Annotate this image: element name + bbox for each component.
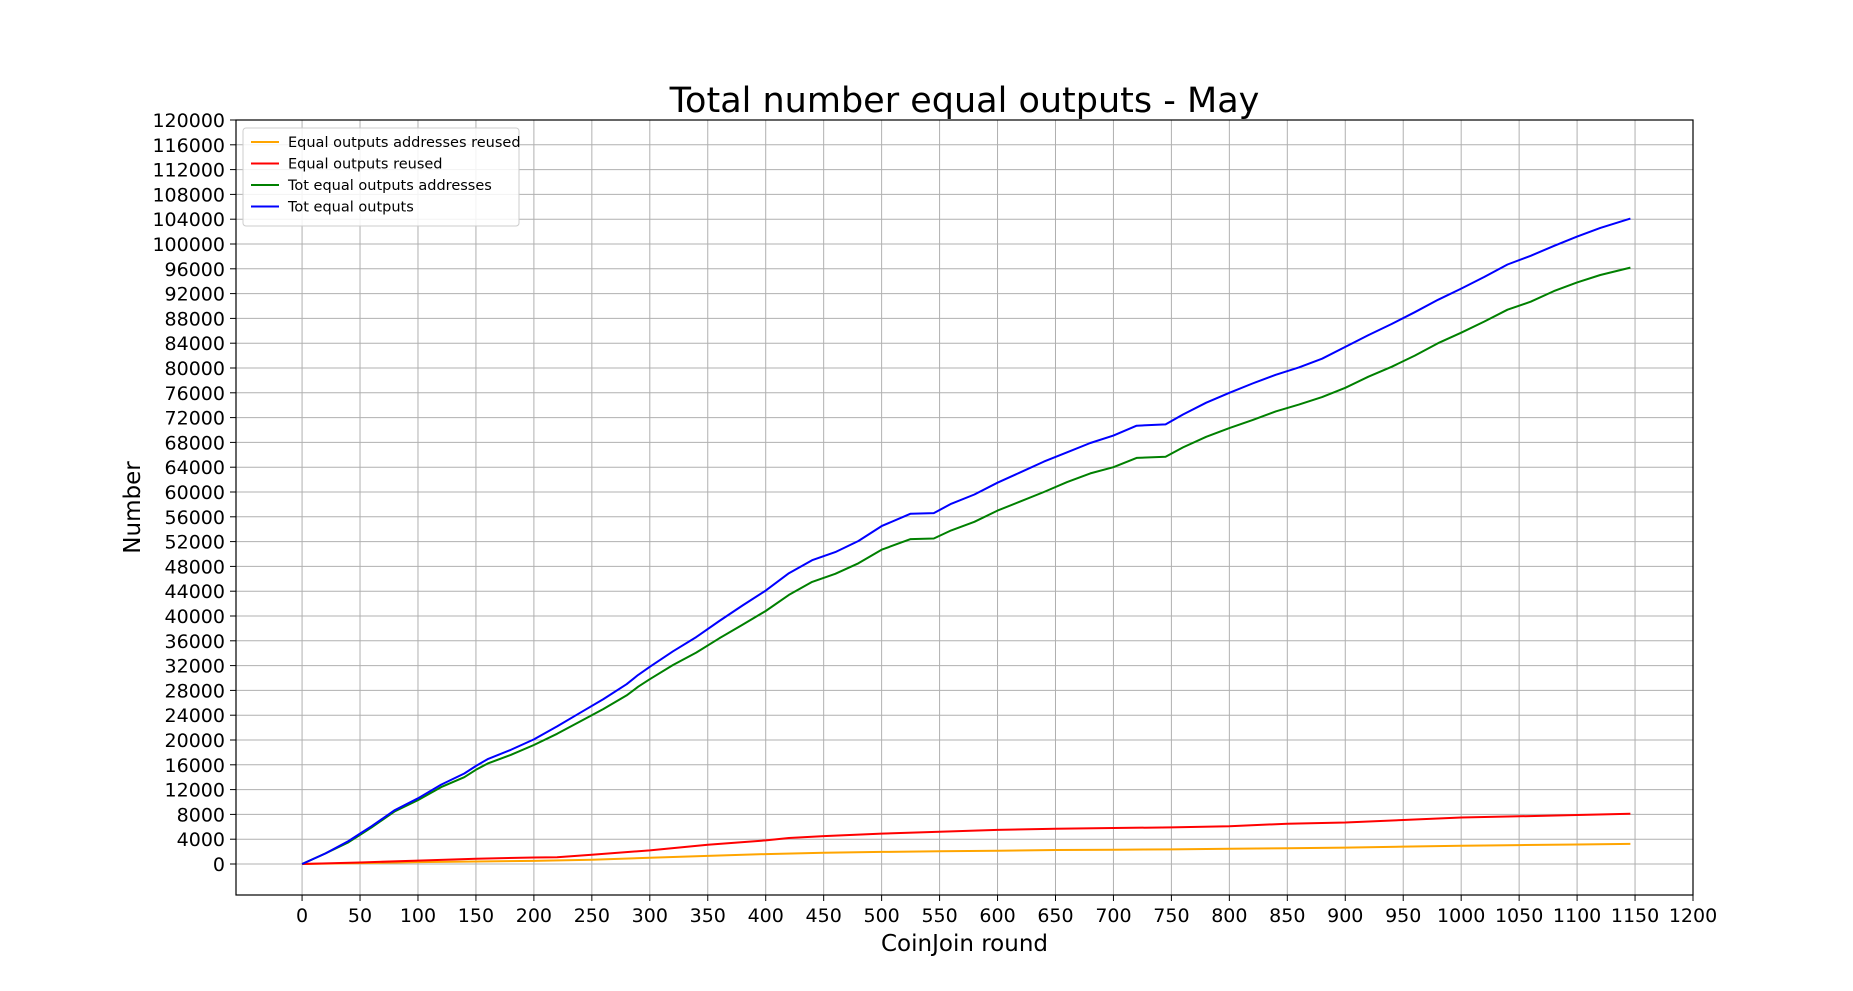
legend-entry: Equal outputs reused [288,157,443,173]
y-tick-label: 12000 [165,780,225,802]
x-tick-label: 900 [1327,905,1363,927]
x-tick-label: 850 [1269,905,1305,927]
series-line-equal-outputs-reused [302,812,1631,865]
x-tick-label: 300 [632,905,668,927]
x-tick-label: 1200 [1669,905,1717,927]
series-lines [301,217,1631,865]
x-tick-label: 600 [979,905,1015,927]
y-tick-label: 0 [213,854,225,876]
y-tick-label: 28000 [165,680,225,702]
y-tick-label: 64000 [165,457,225,479]
y-tick-label: 40000 [165,606,225,628]
x-tick-label: 950 [1385,905,1421,927]
x-tick-label: 0 [296,905,308,927]
x-tick-label: 100 [400,905,436,927]
x-tick-label: 1150 [1611,905,1659,927]
y-tick-label: 80000 [165,358,225,380]
x-tick-label: 750 [1153,905,1189,927]
x-tick-label: 1100 [1553,905,1601,927]
y-tick-label: 52000 [165,532,225,554]
x-tick-label: 50 [348,905,372,927]
y-tick-label: 16000 [165,755,225,777]
y-axis-ticks: 0400080001200016000200002400028000320003… [152,110,236,876]
x-axis-label: CoinJoin round [881,931,1048,957]
y-tick-label: 36000 [165,631,225,653]
y-tick-label: 104000 [152,209,225,231]
y-tick-label: 72000 [165,408,225,430]
y-tick-label: 56000 [165,507,225,529]
y-tick-label: 112000 [152,160,225,182]
series-line-tot-equal-outputs-addresses [301,266,1631,865]
grid [236,119,1694,895]
y-tick-label: 116000 [152,135,225,157]
y-tick-label: 92000 [165,284,225,306]
y-tick-label: 96000 [165,259,225,281]
x-axis-ticks: 0 50 100 150 200 250 300 350 400 450 500 550 600 650 7… [296,895,1717,927]
x-tick-label: 150 [458,905,494,927]
x-tick-label: 650 [1037,905,1073,927]
y-tick-label: 8000 [177,804,225,826]
y-tick-label: 108000 [152,184,225,206]
y-axis-label: Number [120,461,146,554]
legend-entry: Tot equal outputs addresses [287,178,492,194]
x-tick-label: 250 [574,905,610,927]
legend-entry: Tot equal outputs [287,200,414,216]
legend: Equal outputs addresses reused Equal outp… [242,127,521,227]
plot-area-frame [235,119,1694,896]
y-tick-label: 68000 [165,432,225,454]
x-tick-label: 500 [863,905,899,927]
x-tick-label: 350 [690,905,726,927]
x-tick-label: 550 [921,905,957,927]
y-tick-label: 32000 [165,656,225,678]
y-tick-label: 44000 [165,581,225,603]
x-tick-label: 450 [806,905,842,927]
x-tick-label: 1050 [1495,905,1543,927]
y-tick-label: 100000 [152,234,225,256]
x-tick-label: 800 [1211,905,1247,927]
y-tick-label: 120000 [152,110,225,132]
x-tick-label: 700 [1095,905,1131,927]
y-tick-label: 88000 [165,308,225,330]
y-tick-label: 60000 [165,482,225,504]
chart-title: Total number equal outputs - May [669,81,1260,121]
series-line-tot-equal-outputs [301,217,1631,865]
y-tick-label: 84000 [165,333,225,355]
x-tick-label: 400 [748,905,784,927]
legend-box [242,127,520,227]
x-tick-label: 1000 [1437,905,1485,927]
y-tick-label: 4000 [177,829,225,851]
x-tick-label: 200 [516,905,552,927]
legend-entry: Equal outputs addresses reused [288,135,521,151]
y-tick-label: 76000 [165,383,225,405]
y-tick-label: 20000 [165,730,225,752]
series-line-equal-outputs-addresses-reused [302,842,1631,865]
y-tick-label: 24000 [165,705,225,727]
y-tick-label: 48000 [165,556,225,578]
